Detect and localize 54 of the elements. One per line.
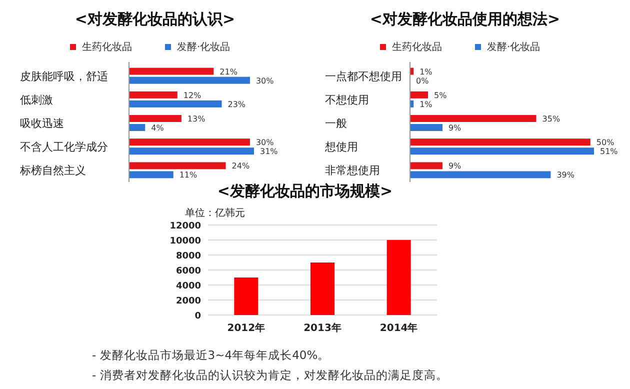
data-label: 23% bbox=[228, 100, 246, 109]
data-label: 11% bbox=[179, 170, 198, 180]
data-label: 39% bbox=[556, 170, 575, 180]
data-label: 30% bbox=[256, 76, 274, 86]
legend-label: 生药化妆品 bbox=[392, 41, 442, 53]
data-label: 50% bbox=[596, 138, 615, 148]
data-label: 35% bbox=[542, 114, 560, 124]
y-tick-label: 一点都不想使用 bbox=[325, 70, 402, 83]
y-axis-title: 单位：亿韩元 bbox=[185, 207, 245, 219]
legend-item: 发酵·化妆品 bbox=[475, 42, 540, 53]
data-label: 9% bbox=[448, 124, 462, 132]
legend-label: 生药化妆品 bbox=[82, 41, 132, 53]
y-tick-label: 2000 bbox=[176, 296, 201, 306]
data-label: 31% bbox=[260, 147, 278, 156]
legend-label: 发酵·化妆品 bbox=[487, 41, 540, 53]
text: - 消费者对发酵化妆品的认识较为肯定，对发酵化妆品的满足度高。 bbox=[92, 368, 448, 382]
legend-item: 生药化妆品 bbox=[380, 42, 442, 53]
y-tick-label: 低刺激 bbox=[20, 93, 53, 106]
y-tick-label: 8000 bbox=[176, 252, 201, 262]
data-label: 13% bbox=[187, 114, 206, 124]
chart-title: <发酵化妆品的市场规模> bbox=[217, 182, 393, 200]
y-tick-label: 4000 bbox=[176, 282, 201, 292]
data-label: 30% bbox=[256, 138, 274, 148]
data-label: 21% bbox=[220, 67, 238, 76]
data-label: 4% bbox=[151, 124, 164, 132]
y-tick-label: 皮肤能呼吸，舒适 bbox=[20, 70, 108, 83]
data-label: 51% bbox=[600, 147, 618, 156]
data-label: 1% bbox=[420, 100, 433, 109]
data-label: 9% bbox=[448, 162, 462, 171]
data-label: 5% bbox=[434, 90, 448, 100]
y-tick-label: 想使用 bbox=[324, 140, 358, 154]
data-label: 24% bbox=[232, 162, 250, 171]
data-label: 12% bbox=[183, 90, 202, 100]
x-tick-label: 2013年 bbox=[304, 322, 342, 334]
y-tick-label: 12000 bbox=[170, 222, 201, 232]
legend-item: 生药化妆品 bbox=[70, 42, 132, 53]
y-tick-label: 6000 bbox=[176, 266, 201, 276]
y-tick-label: 10000 bbox=[170, 236, 201, 246]
y-tick-label: 不含人工化学成分 bbox=[20, 140, 108, 154]
y-tick-label: 0 bbox=[194, 312, 201, 322]
y-tick-label: 不想使用 bbox=[325, 93, 369, 106]
data-label: 0% bbox=[416, 76, 430, 86]
chart-title: <对发酵化妆品的认识> bbox=[74, 10, 236, 28]
chart-title: <对发酵化妆品使用的想法> bbox=[370, 10, 560, 28]
y-tick-label: 吸收迅速 bbox=[20, 117, 64, 130]
x-tick-label: 2014年 bbox=[380, 322, 418, 334]
legend-label: 发酵·化妆品 bbox=[177, 41, 230, 53]
data-label: 1% bbox=[420, 67, 433, 76]
text: - 发酵化妆品市场最近3~4年每年成长40%。 bbox=[92, 348, 330, 362]
legend-item: 发酵·化妆品 bbox=[165, 42, 230, 53]
y-tick-label: 一般 bbox=[325, 117, 347, 130]
y-tick-label: 标榜自然主义 bbox=[19, 164, 86, 178]
x-tick-label: 2012年 bbox=[227, 322, 266, 334]
y-tick-label: 非常想使用 bbox=[325, 164, 380, 178]
